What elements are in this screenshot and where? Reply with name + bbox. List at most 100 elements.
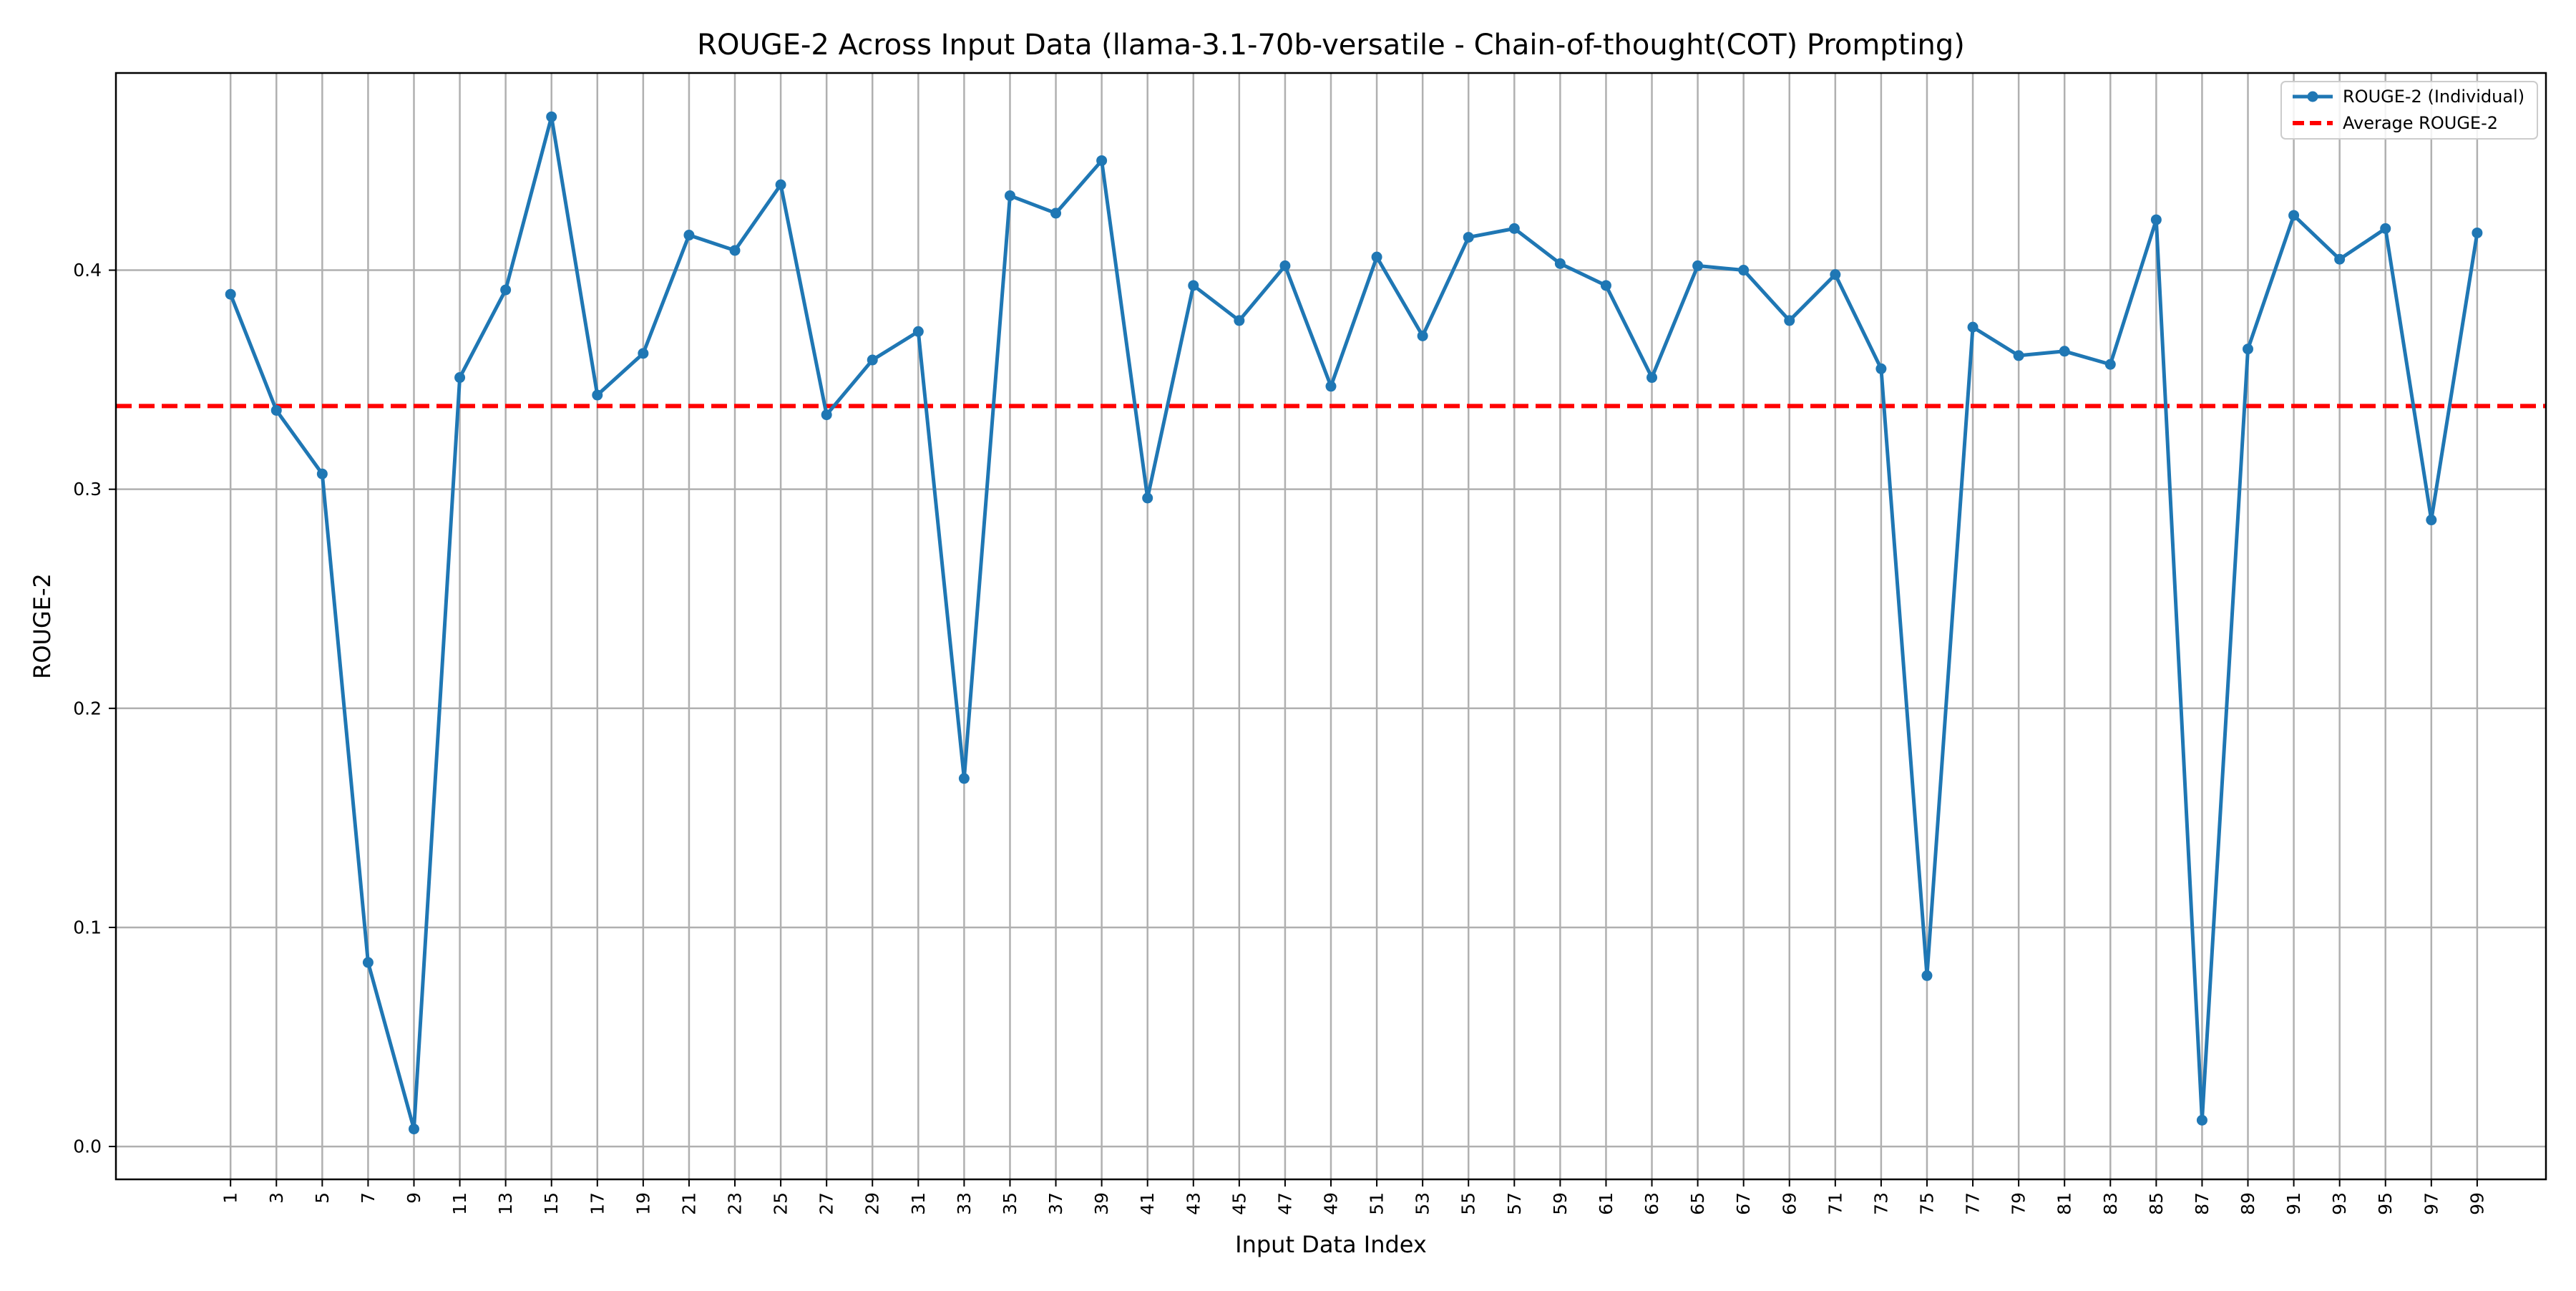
x-tick-label: 23: [725, 1192, 746, 1215]
y-tick-label: 0.2: [73, 698, 102, 718]
data-point: [1463, 232, 1474, 243]
series-layer: [225, 111, 2483, 1135]
x-tick-label: 97: [2421, 1192, 2441, 1215]
data-point: [2243, 344, 2254, 355]
x-tick-label: 49: [1321, 1192, 1342, 1215]
x-tick-label: 29: [862, 1192, 883, 1215]
x-tick-label: 63: [1641, 1192, 1662, 1215]
x-tick-label: 5: [312, 1192, 333, 1204]
x-tick-label: 57: [1504, 1192, 1525, 1215]
x-tick-label: 1: [220, 1192, 241, 1204]
data-point: [867, 354, 878, 366]
data-point: [1921, 970, 1933, 981]
y-tick-label: 0.4: [73, 260, 102, 281]
x-tick-label: 91: [2283, 1192, 2304, 1215]
legend-marker-rouge2-individual: [2307, 91, 2318, 102]
x-tick-label: 45: [1229, 1192, 1249, 1215]
data-point: [1096, 155, 1108, 166]
x-tick-label: 93: [2329, 1192, 2350, 1215]
x-tick-label: 41: [1137, 1192, 1158, 1215]
x-tick-label: 9: [404, 1192, 424, 1204]
x-tick-label: 47: [1274, 1192, 1295, 1215]
data-point: [1554, 258, 1566, 269]
data-point: [2426, 515, 2437, 526]
legend-label-average-rouge2: Average ROUGE-2: [2343, 113, 2498, 133]
data-point: [408, 1124, 419, 1135]
x-axis-label: Input Data Index: [1235, 1231, 1427, 1258]
data-point: [1646, 372, 1658, 384]
x-tick-label: 17: [587, 1192, 608, 1215]
data-point: [2150, 214, 2162, 225]
data-point: [316, 468, 328, 479]
y-tick-label: 0.0: [73, 1136, 102, 1157]
x-tick-label: 43: [1183, 1192, 1204, 1215]
x-tick-label: 85: [2146, 1192, 2167, 1215]
data-point: [362, 957, 374, 968]
x-tick-label: 75: [1916, 1192, 1937, 1215]
x-tick-label: 21: [678, 1192, 699, 1215]
data-point: [729, 245, 741, 256]
data-point: [2104, 359, 2116, 370]
data-point: [1142, 492, 1153, 504]
data-point: [638, 348, 649, 359]
x-tick-label: 27: [816, 1192, 837, 1215]
x-tick-label: 15: [541, 1192, 562, 1215]
x-tick-label: 81: [2054, 1192, 2075, 1215]
data-point: [592, 389, 603, 401]
legend: ROUGE-2 (Individual) Average ROUGE-2: [2280, 81, 2538, 140]
data-point: [225, 288, 236, 300]
x-tick-label: 83: [2100, 1192, 2121, 1215]
data-point: [2380, 223, 2391, 234]
x-tick-label: 69: [1779, 1192, 1800, 1215]
data-point: [500, 284, 512, 296]
data-point: [1188, 280, 1199, 291]
data-point: [1371, 251, 1382, 263]
data-point: [821, 409, 832, 421]
data-point: [1738, 265, 1750, 276]
data-point: [1325, 381, 1337, 392]
x-tick-label: 67: [1733, 1192, 1754, 1215]
data-point: [1417, 330, 1428, 341]
rouge2-individual-line: [228, 115, 2479, 1131]
x-axis-ticks: 1 3 5 7 9 11 13 15 17 19 21 23 25 27 29 31 33 35 37 39 41 43 4…: [220, 1179, 2487, 1215]
data-point: [1600, 280, 1611, 291]
x-tick-label: 79: [2009, 1192, 2029, 1215]
x-tick-label: 87: [2192, 1192, 2212, 1215]
y-tick-label: 0.1: [73, 917, 102, 937]
x-tick-label: 35: [1000, 1192, 1020, 1215]
y-axis-ticks: 0.0 0.1 0.2 0.3 0.4: [73, 260, 116, 1157]
data-point: [2288, 210, 2300, 221]
grid: [116, 73, 2546, 1179]
data-point: [2059, 346, 2070, 357]
data-point: [1830, 269, 1841, 281]
legend-box: [2280, 81, 2538, 140]
data-point: [912, 326, 924, 337]
x-tick-label: 33: [954, 1192, 975, 1215]
x-tick-label: 95: [2375, 1192, 2396, 1215]
x-tick-label: 3: [266, 1192, 287, 1204]
x-tick-label: 31: [908, 1192, 929, 1215]
chart-title: ROUGE-2 Across Input Data (llama-3.1-70b…: [697, 29, 1965, 62]
data-point: [1967, 321, 1979, 333]
x-tick-label: 77: [1963, 1192, 1984, 1215]
y-tick-label: 0.3: [73, 479, 102, 500]
data-point: [546, 111, 557, 122]
x-tick-label: 11: [449, 1192, 470, 1215]
x-tick-label: 53: [1413, 1192, 1433, 1215]
x-tick-label: 55: [1458, 1192, 1479, 1215]
x-tick-label: 65: [1687, 1192, 1708, 1215]
data-point: [270, 404, 282, 416]
x-tick-label: 61: [1596, 1192, 1616, 1215]
y-axis-label: ROUGE-2: [29, 573, 56, 679]
data-point: [2472, 227, 2483, 238]
x-tick-label: 59: [1550, 1192, 1571, 1215]
data-point: [2013, 350, 2024, 361]
x-tick-label: 89: [2238, 1192, 2258, 1215]
x-tick-label: 73: [1870, 1192, 1891, 1215]
data-point: [1692, 260, 1704, 271]
data-point: [1004, 190, 1015, 201]
data-point: [958, 773, 970, 784]
